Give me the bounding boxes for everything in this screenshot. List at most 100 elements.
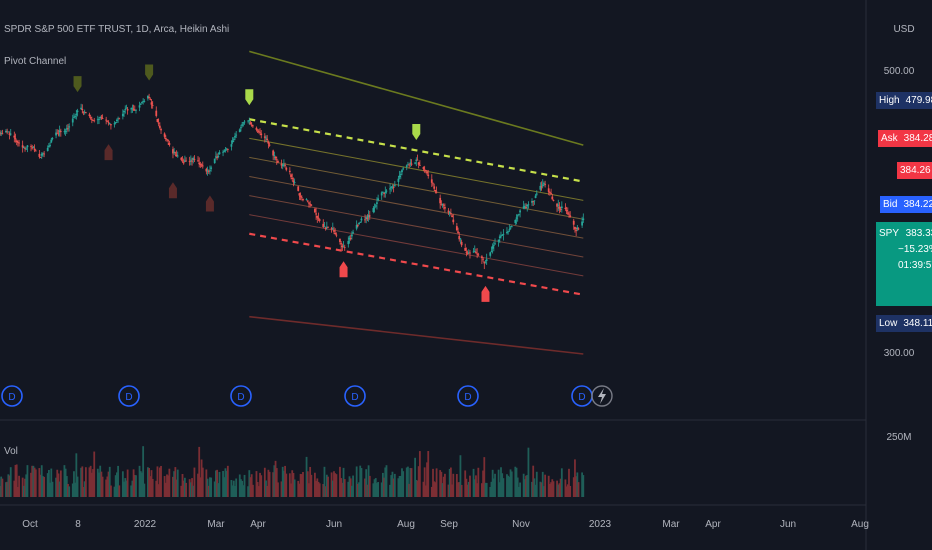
- volume-bar: [416, 480, 419, 497]
- volume-bar: [341, 482, 344, 497]
- candle-body: [393, 185, 396, 187]
- volume-bar: [30, 472, 32, 497]
- candle-body: [259, 131, 261, 133]
- candle-body: [185, 160, 187, 162]
- volume-bar: [574, 459, 576, 497]
- candle-body: [207, 170, 210, 172]
- volume-bar: [564, 479, 567, 497]
- candle-body: [492, 245, 495, 247]
- volume-bar: [465, 478, 468, 497]
- volume-bar: [1, 478, 4, 497]
- spy-tag-countdown: 01:39:57: [898, 260, 932, 271]
- volume-bar: [99, 465, 102, 497]
- candle-body: [509, 228, 512, 230]
- channel-inner-line: [249, 137, 584, 201]
- volume-tick-label: 250M: [886, 432, 911, 443]
- candle-body: [358, 222, 360, 225]
- candle-body: [213, 158, 216, 164]
- candle-body: [306, 200, 309, 202]
- candle-body: [465, 251, 468, 253]
- candle-body: [46, 147, 49, 151]
- low-tag-key: Low: [879, 318, 898, 329]
- candle-body: [519, 210, 521, 213]
- candle-body: [160, 129, 162, 131]
- candle-body: [314, 208, 316, 213]
- candle-body: [64, 131, 67, 132]
- candle-body: [285, 167, 288, 170]
- volume-bar: [266, 485, 269, 497]
- volume-bar: [566, 484, 569, 497]
- candle-body: [108, 123, 111, 124]
- volume-bar: [305, 456, 308, 497]
- volume-bar: [324, 486, 327, 497]
- volume-bar: [473, 479, 476, 497]
- volume-bar: [569, 485, 572, 497]
- volume-bar: [481, 483, 483, 497]
- volume-bar: [88, 467, 91, 497]
- volume-bar: [222, 470, 224, 497]
- volume-bar: [327, 476, 329, 497]
- candle-body: [352, 232, 354, 234]
- volume-bar: [82, 486, 85, 497]
- candle-body: [576, 227, 579, 230]
- volume-bar: [241, 480, 244, 497]
- indicator-title[interactable]: Pivot Channel: [4, 56, 67, 67]
- dividend-marker-label: D: [237, 392, 244, 403]
- candle-body: [458, 236, 461, 240]
- candle-body: [205, 168, 208, 172]
- candle-body: [16, 142, 19, 143]
- candle-body: [515, 217, 518, 219]
- candle-body: [124, 109, 127, 110]
- volume-bar: [367, 465, 370, 497]
- volume-bar: [198, 446, 201, 497]
- volume-bar: [14, 465, 17, 497]
- candle-body: [331, 228, 334, 230]
- volume-title[interactable]: Vol: [4, 446, 18, 457]
- candle-body: [397, 178, 400, 182]
- lightning-icon[interactable]: [591, 385, 613, 407]
- symbol-title[interactable]: SPDR S&P 500 ETF TRUST, 1D, Arca, Heikin…: [4, 24, 230, 35]
- candle-body: [522, 206, 525, 209]
- channel-inner-line: [249, 214, 584, 277]
- candle-body: [557, 204, 560, 206]
- volume-bar: [299, 473, 302, 497]
- candle-body: [423, 169, 426, 171]
- price-tick-label: 500.00: [884, 66, 915, 77]
- volume-bar: [49, 482, 51, 497]
- volume-bar: [284, 465, 286, 497]
- volume-bar: [498, 482, 501, 497]
- candle-body: [143, 101, 146, 102]
- candle-body: [223, 151, 226, 153]
- candle-body: [6, 131, 9, 133]
- time-axis[interactable]: Oct 8 2022 Mar Apr Jun Aug Sep Nov 2023 …: [22, 519, 869, 530]
- candle-body: [539, 185, 542, 190]
- candle-body: [422, 167, 425, 169]
- candle-body: [89, 117, 92, 119]
- volume-bar: [384, 467, 387, 497]
- volume-bar: [277, 482, 279, 497]
- candle-body: [242, 122, 245, 124]
- dividend-marker-label: D: [8, 392, 15, 403]
- candle-body: [217, 156, 220, 158]
- volume-bar: [331, 480, 334, 497]
- volume-bar: [482, 470, 484, 497]
- candle-body: [56, 132, 59, 134]
- pivot-low-marker: [168, 182, 177, 199]
- candle-body: [39, 157, 42, 158]
- low-tag: Low 348.11: [876, 315, 932, 332]
- candle-body: [415, 159, 418, 162]
- candle-body: [399, 174, 402, 175]
- dividend-marker: [1, 385, 23, 407]
- candle-body: [31, 147, 34, 149]
- volume-bar: [93, 451, 96, 497]
- candle-body: [390, 187, 393, 188]
- volume-bar: [448, 468, 451, 497]
- candle-body: [335, 234, 338, 236]
- candle-body: [485, 259, 488, 261]
- volume-bar: [418, 451, 421, 497]
- volume-bar: [131, 480, 134, 497]
- pivot-low-marker: [205, 195, 214, 212]
- candle-body: [516, 215, 519, 217]
